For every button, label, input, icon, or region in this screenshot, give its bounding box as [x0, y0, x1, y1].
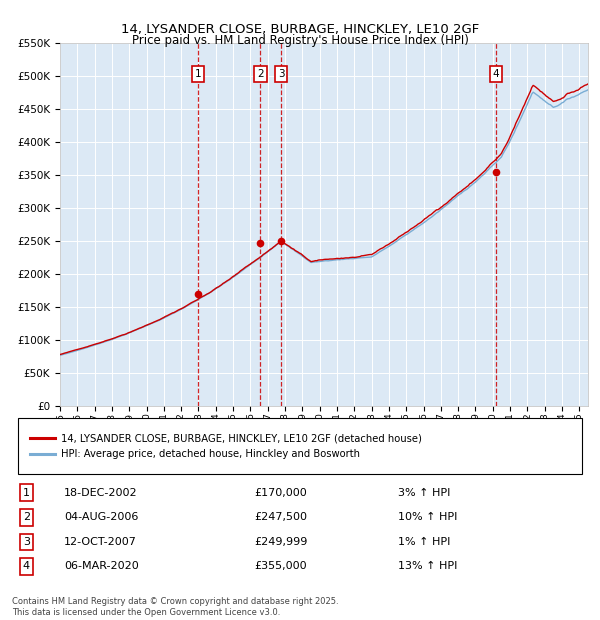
Text: 4: 4 [493, 69, 499, 79]
Text: 14, LYSANDER CLOSE, BURBAGE, HINCKLEY, LE10 2GF: 14, LYSANDER CLOSE, BURBAGE, HINCKLEY, L… [121, 23, 479, 36]
Text: £247,500: £247,500 [254, 512, 307, 522]
Text: 04-AUG-2006: 04-AUG-2006 [64, 512, 138, 522]
Text: £355,000: £355,000 [254, 562, 307, 572]
Text: 13% ↑ HPI: 13% ↑ HPI [398, 562, 457, 572]
Text: 4: 4 [23, 562, 30, 572]
Text: 3: 3 [278, 69, 284, 79]
Text: £249,999: £249,999 [254, 537, 307, 547]
Text: Contains HM Land Registry data © Crown copyright and database right 2025.
This d: Contains HM Land Registry data © Crown c… [12, 598, 338, 617]
Text: 06-MAR-2020: 06-MAR-2020 [64, 562, 139, 572]
Text: 2: 2 [257, 69, 264, 79]
Text: £170,000: £170,000 [254, 488, 307, 498]
Text: 3: 3 [23, 537, 30, 547]
Text: 1: 1 [194, 69, 201, 79]
Text: 12-OCT-2007: 12-OCT-2007 [64, 537, 137, 547]
Legend: 14, LYSANDER CLOSE, BURBAGE, HINCKLEY, LE10 2GF (detached house), HPI: Average p: 14, LYSANDER CLOSE, BURBAGE, HINCKLEY, L… [26, 430, 425, 463]
Text: 1: 1 [23, 488, 30, 498]
Text: Price paid vs. HM Land Registry's House Price Index (HPI): Price paid vs. HM Land Registry's House … [131, 34, 469, 47]
Text: 1% ↑ HPI: 1% ↑ HPI [398, 537, 450, 547]
Text: 18-DEC-2002: 18-DEC-2002 [64, 488, 137, 498]
FancyBboxPatch shape [18, 418, 582, 474]
Text: 10% ↑ HPI: 10% ↑ HPI [398, 512, 457, 522]
Text: 2: 2 [23, 512, 30, 522]
Text: 3% ↑ HPI: 3% ↑ HPI [398, 488, 450, 498]
